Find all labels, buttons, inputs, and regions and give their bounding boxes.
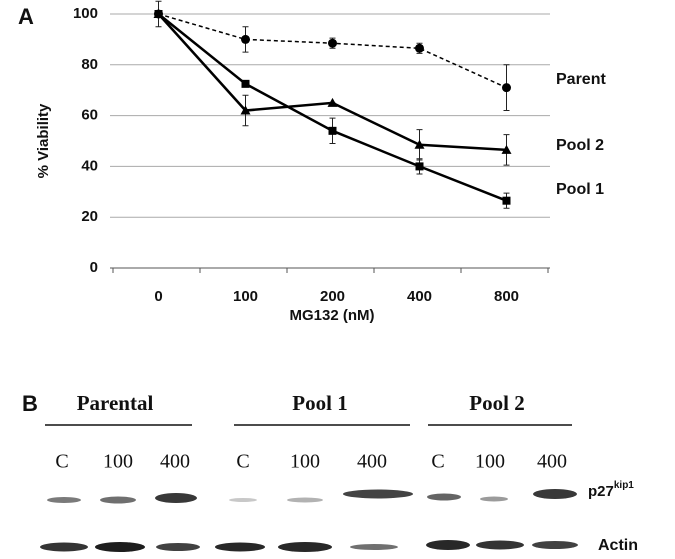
lane-label: 100: [290, 451, 320, 473]
band: [100, 496, 136, 504]
band: [229, 498, 257, 502]
band: [427, 493, 461, 501]
series-label: Pool 1: [556, 181, 604, 198]
y-tick-label: 80: [81, 56, 98, 73]
band: [287, 497, 323, 503]
marker: [501, 144, 512, 154]
band: [343, 489, 413, 499]
actin-label: Actin: [598, 537, 638, 554]
p27-bands: [47, 489, 577, 504]
x-tick-label: 200: [320, 288, 345, 305]
series-label: Pool 2: [556, 137, 604, 154]
marker: [328, 38, 337, 48]
band: [533, 489, 577, 499]
x-tick-label: 0: [154, 288, 162, 305]
band: [40, 542, 88, 552]
band: [532, 541, 578, 549]
label-text: p27: [588, 483, 614, 500]
y-tick-label: 100: [73, 5, 98, 22]
lane-label: 400: [537, 451, 567, 473]
x-tick-label: 400: [407, 288, 432, 305]
lane-label: 400: [160, 451, 190, 473]
blot: Parental Pool 1 Pool 2 C 100 400 C 100 400 C 10…: [40, 391, 638, 554]
band: [426, 540, 470, 550]
x-axis-title: MG132 (nM): [289, 307, 374, 324]
y-axis-title: % Viability: [35, 103, 52, 178]
band: [476, 540, 524, 550]
marker: [502, 196, 511, 205]
band: [47, 497, 81, 503]
panel-label: A: [18, 4, 34, 29]
band: [156, 543, 200, 551]
panel-label: B: [22, 391, 38, 416]
band: [350, 544, 398, 550]
actin-bands: [40, 540, 578, 552]
band: [215, 542, 265, 552]
y-tick-label: 40: [81, 157, 98, 174]
marker: [414, 139, 425, 149]
marker: [415, 162, 424, 171]
series-line: [158, 13, 507, 89]
y-tick-label: 0: [90, 259, 98, 276]
marker: [241, 34, 250, 44]
y-tick-label: 20: [81, 208, 98, 225]
lane-label: C: [236, 451, 249, 473]
lane-label: 400: [357, 451, 387, 473]
lane-label: 100: [475, 451, 505, 473]
x-tick-label: 800: [494, 288, 519, 305]
marker: [240, 105, 251, 115]
marker: [328, 126, 337, 135]
series-label: Parent: [556, 71, 606, 88]
marker: [241, 79, 250, 88]
band: [278, 542, 332, 552]
marker: [154, 10, 163, 18]
y-tick-label: 60: [81, 107, 98, 124]
lane-label: 100: [103, 451, 133, 473]
band: [155, 493, 197, 503]
p27-label: p27kip1: [588, 480, 634, 500]
lane-label: C: [55, 451, 68, 473]
group-label: Parental: [77, 391, 154, 415]
band: [480, 496, 508, 502]
label-sup: kip1: [614, 480, 634, 491]
marker: [502, 83, 511, 93]
band: [95, 542, 145, 552]
group-label: Pool 2: [469, 391, 524, 415]
lane-label: C: [431, 451, 444, 473]
marker: [327, 97, 338, 107]
marker: [415, 43, 424, 53]
group-label: Pool 1: [292, 391, 347, 415]
x-tick-label: 100: [233, 288, 258, 305]
